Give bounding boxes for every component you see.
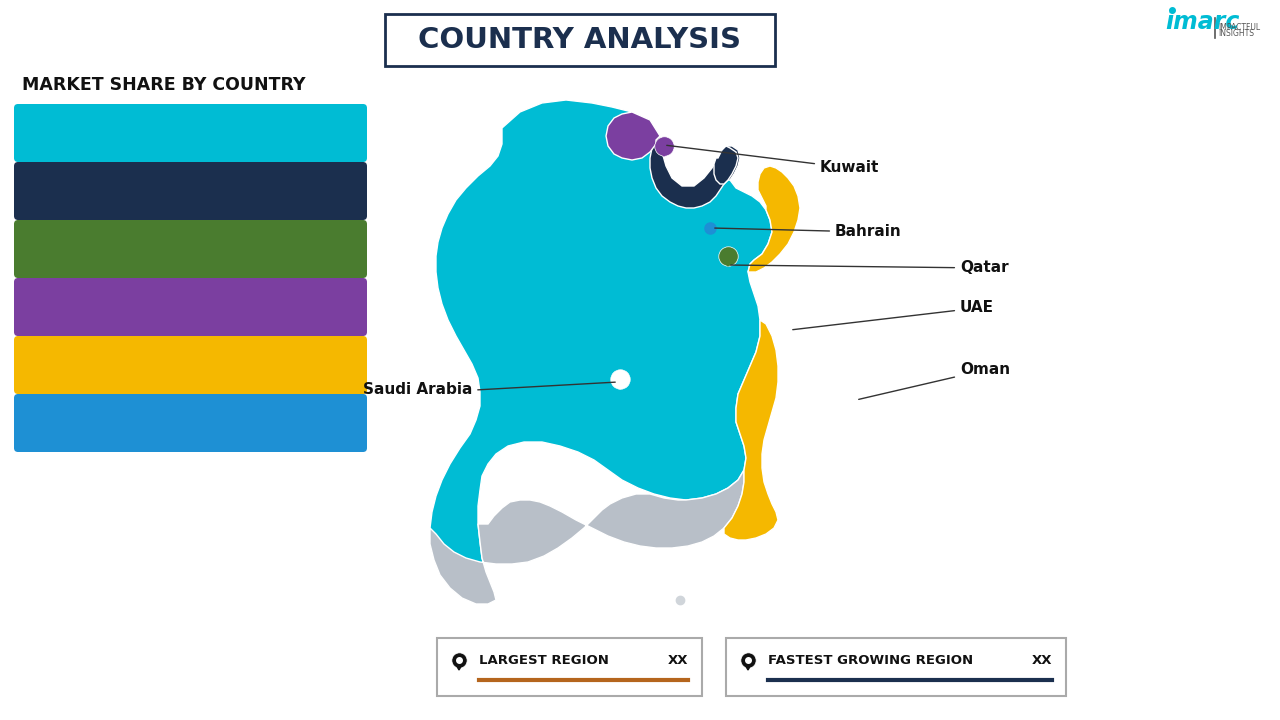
Text: Bahrain: Bahrain xyxy=(35,415,104,431)
Text: Bahrain: Bahrain xyxy=(714,225,901,240)
Polygon shape xyxy=(659,148,669,156)
Text: INSIGHTS: INSIGHTS xyxy=(1219,29,1254,37)
Text: Qatar: Qatar xyxy=(35,241,84,256)
Polygon shape xyxy=(430,100,772,604)
Text: COUNTRY ANALYSIS: COUNTRY ANALYSIS xyxy=(419,26,741,54)
Polygon shape xyxy=(744,663,753,670)
Text: Oman: Oman xyxy=(35,358,86,372)
Text: IMPACTFUL: IMPACTFUL xyxy=(1219,22,1260,32)
FancyBboxPatch shape xyxy=(14,220,367,278)
Text: Saudi Arabia: Saudi Arabia xyxy=(362,382,472,397)
Text: XX: XX xyxy=(667,654,689,667)
Text: LARGEST REGION: LARGEST REGION xyxy=(479,654,609,667)
Polygon shape xyxy=(454,663,463,670)
Text: United Arab Emirates: United Arab Emirates xyxy=(35,184,228,199)
Text: Saudi Arabia: Saudi Arabia xyxy=(35,125,150,140)
Polygon shape xyxy=(605,112,660,160)
Text: Kuwait: Kuwait xyxy=(35,300,96,315)
Text: XX%: XX% xyxy=(308,358,349,372)
Text: UAE: UAE xyxy=(792,300,995,330)
Text: MARKET SHARE BY COUNTRY: MARKET SHARE BY COUNTRY xyxy=(22,76,306,94)
Polygon shape xyxy=(714,146,739,184)
FancyBboxPatch shape xyxy=(14,278,367,336)
Text: FASTEST GROWING REGION: FASTEST GROWING REGION xyxy=(768,654,973,667)
Text: Qatar: Qatar xyxy=(731,261,1009,276)
Text: XX%: XX% xyxy=(308,125,349,140)
Polygon shape xyxy=(851,396,861,404)
Polygon shape xyxy=(723,258,733,266)
FancyBboxPatch shape xyxy=(726,638,1066,696)
Polygon shape xyxy=(748,166,800,272)
Polygon shape xyxy=(430,470,744,604)
FancyBboxPatch shape xyxy=(385,14,774,66)
Text: Kuwait: Kuwait xyxy=(667,145,879,176)
FancyBboxPatch shape xyxy=(14,162,367,220)
Text: XX: XX xyxy=(1032,654,1052,667)
Text: XX%: XX% xyxy=(308,415,349,431)
Text: XX%: XX% xyxy=(308,184,349,199)
FancyBboxPatch shape xyxy=(14,336,367,394)
Text: imarc: imarc xyxy=(1165,10,1239,34)
Polygon shape xyxy=(614,381,625,389)
Text: XX%: XX% xyxy=(308,241,349,256)
Polygon shape xyxy=(724,320,778,540)
Text: Oman: Oman xyxy=(859,362,1010,400)
FancyBboxPatch shape xyxy=(14,394,367,452)
Polygon shape xyxy=(785,326,795,334)
Text: XX%: XX% xyxy=(308,300,349,315)
FancyBboxPatch shape xyxy=(436,638,701,696)
Polygon shape xyxy=(650,136,740,208)
FancyBboxPatch shape xyxy=(14,104,367,162)
